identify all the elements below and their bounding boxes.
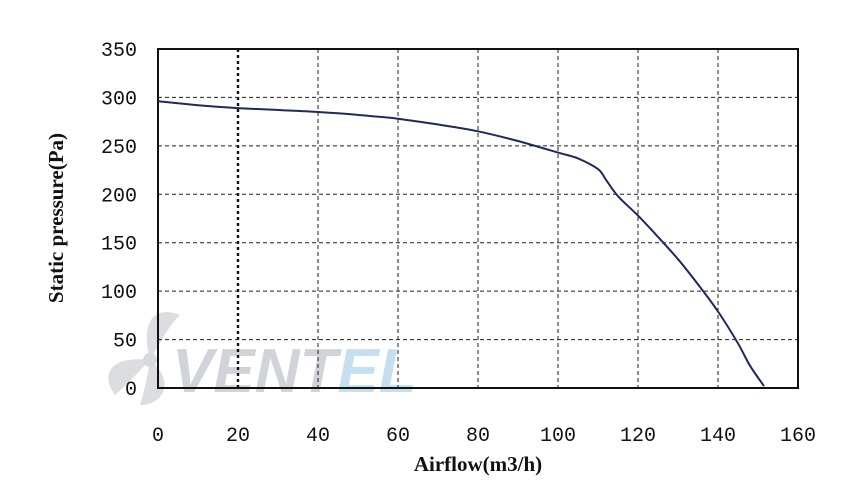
x-tick-label: 20 — [226, 425, 250, 448]
watermark-text-part2: EL — [337, 337, 416, 406]
watermark: VENTEL — [108, 312, 417, 406]
x-tick-labels: 0 20 40 60 80 100 120 140 160 — [152, 425, 816, 448]
y-tick-label: 200 — [101, 185, 137, 208]
watermark-text-part1: VENT — [172, 337, 342, 406]
x-tick-label: 40 — [306, 425, 330, 448]
x-tick-label: 140 — [700, 425, 736, 448]
pressure-curve-line — [157, 100, 765, 387]
y-tick-labels: 0 50 100 150 200 250 300 350 — [101, 40, 137, 402]
x-tick-label: 160 — [780, 425, 816, 448]
gridlines — [158, 49, 798, 388]
y-tick-label: 250 — [101, 137, 137, 160]
y-tick-label: 0 — [125, 379, 137, 402]
y-tick-label: 350 — [101, 40, 137, 63]
y-axis-title: Static pressure(Pa) — [44, 133, 68, 303]
x-tick-label: 120 — [620, 425, 656, 448]
x-tick-label: 60 — [386, 425, 410, 448]
y-tick-label: 150 — [101, 234, 137, 257]
y-tick-label: 100 — [101, 282, 137, 305]
series-layer — [157, 100, 765, 387]
plot-frame — [157, 48, 799, 389]
x-axis-title: Airflow(m3/h) — [414, 452, 542, 476]
x-tick-label: 80 — [466, 425, 490, 448]
x-tick-label: 100 — [540, 425, 576, 448]
x-tick-label: 0 — [152, 425, 164, 448]
y-tick-label: 50 — [113, 331, 137, 354]
y-tick-label: 300 — [101, 88, 137, 111]
svg-text:VENTEL: VENTEL — [172, 337, 417, 406]
fan-blade-icon — [108, 312, 180, 405]
